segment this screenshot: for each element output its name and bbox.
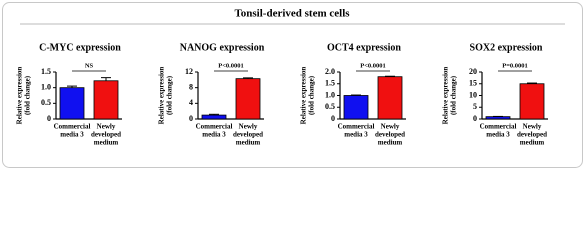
- y-tick-label: 0: [473, 114, 477, 123]
- y-tick-label: 20: [469, 67, 477, 76]
- panel-title: C-MYC expression: [39, 42, 121, 53]
- frame: [2, 2, 583, 168]
- y-axis-label: (fold change): [24, 75, 32, 115]
- bar: [377, 76, 403, 120]
- y-axis-label: Relative expression: [300, 67, 308, 125]
- x-tick-label: Newly: [523, 123, 542, 131]
- y-axis-label: (fold change): [308, 75, 316, 115]
- y-tick-label: 8: [189, 82, 193, 91]
- y-tick-label: 12: [185, 67, 193, 76]
- bar: [93, 80, 119, 120]
- panel-title: OCT4 expression: [327, 42, 401, 53]
- x-tick-label: media 3: [60, 131, 84, 139]
- y-tick-label: 0: [47, 114, 51, 123]
- significance-label: P<0.0001: [218, 62, 244, 69]
- significance-label: NS: [85, 62, 94, 69]
- panel-title: SOX2 expression: [470, 42, 543, 53]
- bar: [485, 116, 511, 120]
- figure: Tonsil-derived stem cells C-MYC expressi…: [2, 2, 583, 168]
- bar: [201, 114, 227, 120]
- y-tick-label: 15: [469, 79, 477, 88]
- x-tick-label: medium: [378, 139, 403, 147]
- y-tick-label: 4: [189, 98, 193, 107]
- y-tick-label: 10: [469, 90, 477, 99]
- y-axis-label: (fold change): [450, 75, 458, 115]
- x-tick-label: developed: [375, 131, 405, 139]
- x-tick-label: developed: [91, 131, 121, 139]
- y-tick-label: 5: [473, 102, 477, 111]
- x-tick-label: media 3: [202, 131, 226, 139]
- y-tick-label: 1.5: [41, 67, 51, 76]
- panel-title: NANOG expression: [180, 42, 265, 53]
- y-tick-label: 0: [331, 114, 335, 123]
- bar: [235, 78, 261, 120]
- y-axis-label: Relative expression: [158, 67, 166, 125]
- figure-title: Tonsil-derived stem cells: [234, 8, 350, 20]
- x-tick-label: developed: [517, 131, 547, 139]
- x-tick-label: Commercial: [480, 123, 517, 131]
- significance-label: P<0.0001: [360, 62, 386, 69]
- x-tick-label: Commercial: [196, 123, 233, 131]
- y-tick-label: 0: [189, 114, 193, 123]
- y-axis-label: Relative expression: [16, 67, 24, 125]
- x-tick-label: Newly: [381, 123, 400, 131]
- x-tick-label: Newly: [97, 123, 116, 131]
- x-tick-label: medium: [94, 139, 119, 147]
- x-tick-label: developed: [233, 131, 263, 139]
- x-tick-label: Commercial: [54, 123, 91, 131]
- y-axis-label: Relative expression: [442, 67, 450, 125]
- y-tick-label: 0.5: [41, 98, 51, 107]
- y-axis-label: (fold change): [166, 75, 174, 115]
- x-tick-label: media 3: [344, 131, 368, 139]
- bar: [59, 87, 85, 120]
- bar: [519, 83, 545, 120]
- y-tick-label: 1.0: [41, 82, 51, 91]
- x-tick-label: medium: [236, 139, 261, 147]
- y-tick-label: 1.0: [325, 90, 335, 99]
- x-tick-label: Commercial: [338, 123, 375, 131]
- x-tick-label: Newly: [239, 123, 258, 131]
- y-tick-label: 2.0: [325, 67, 335, 76]
- x-tick-label: media 3: [486, 131, 510, 139]
- y-tick-label: 1.5: [325, 79, 335, 88]
- y-tick-label: 0.5: [325, 102, 335, 111]
- significance-label: P=0.0001: [502, 62, 528, 69]
- bar: [343, 95, 369, 120]
- x-tick-label: medium: [520, 139, 545, 147]
